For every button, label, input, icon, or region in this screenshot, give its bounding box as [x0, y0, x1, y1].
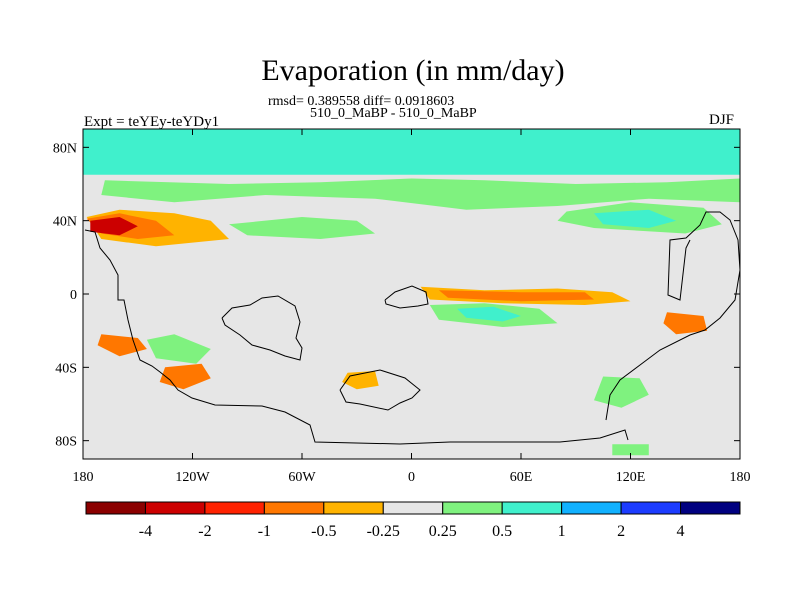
y-tick-label: 80N — [53, 141, 77, 156]
x-tick-label: 180 — [73, 470, 94, 485]
chart-subtitle: 510_0_MaBP - 510_0_MaBP — [310, 106, 477, 121]
x-tick-label: 180 — [730, 470, 751, 485]
chart-title: Evaporation (in mm/day) — [261, 54, 565, 87]
region-equatorial-negative-core — [438, 290, 594, 302]
coastline-east — [605, 211, 740, 421]
colorbar-label: 0.25 — [429, 523, 457, 540]
colorbar-box — [561, 501, 622, 515]
colorbar-label: 4 — [677, 523, 685, 540]
colorbar-box — [144, 501, 206, 515]
coastline-africa — [221, 295, 303, 361]
region-positive-patch-south-pacific — [146, 334, 211, 364]
coastline-australia — [339, 369, 421, 411]
region-positive-core-asia — [594, 209, 677, 228]
y-tick-label: 80S — [55, 435, 77, 450]
colorbar-label: -1 — [258, 523, 271, 540]
region-positive-patch-pacific-n — [229, 217, 375, 239]
colorbar-label: -2 — [198, 523, 211, 540]
x-tick-label: 120E — [616, 470, 646, 485]
region-equatorial-positive-core — [457, 306, 521, 322]
colorbar-label: -0.25 — [367, 523, 400, 540]
colorbar-box — [620, 501, 682, 515]
colorbar-label: -4 — [139, 523, 152, 540]
x-tick-label: 60W — [288, 470, 316, 485]
colorbar-box — [263, 501, 325, 515]
y-tick-label: 40S — [55, 361, 77, 376]
region-polar-band-north — [83, 129, 740, 175]
coastline-americas — [84, 229, 629, 445]
region-positive-patch-east-s — [594, 376, 649, 408]
stats-line: rmsd= 0.389558 diff= 0.0918603 — [268, 94, 455, 109]
colorbar-box — [85, 501, 146, 515]
region-antarctic-margin — [612, 444, 649, 456]
region-strong-negative-core — [90, 217, 138, 236]
region-negative-patch-sw — [97, 334, 147, 357]
y-tick-label: 40N — [53, 215, 77, 230]
coastline-layer — [84, 211, 740, 445]
season-label: DJF — [709, 112, 735, 128]
region-positive-band-40N — [101, 178, 740, 210]
colorbar-box — [680, 501, 741, 515]
colorbar-label: 1 — [558, 523, 566, 540]
x-tick-label: 0 — [408, 470, 415, 485]
region-negative-patch-east — [663, 312, 708, 335]
x-tick-label: 120W — [175, 470, 210, 485]
x-tick-label: 60E — [510, 470, 533, 485]
x-axis: 180 120W 60W 0 60E 120E 180 — [73, 129, 751, 485]
y-axis: 80N 40N 0 40S 80S — [53, 141, 740, 450]
colorbar: -4 -2 -1 -0.5 -0.25 0.25 0.5 1 2 4 — [85, 501, 741, 540]
colorbar-box — [323, 501, 384, 515]
colorbar-box — [501, 501, 563, 515]
colorbar-box — [382, 501, 444, 515]
colorbar-label: 2 — [617, 523, 625, 540]
contour-layer — [83, 129, 740, 456]
colorbar-box — [204, 501, 265, 515]
experiment-label: Expt = teYEy-teYDy1 — [84, 114, 220, 130]
colorbar-box — [442, 501, 503, 515]
y-tick-label: 0 — [70, 288, 77, 303]
coastline-asia — [384, 285, 429, 309]
colorbar-label: 0.5 — [492, 523, 512, 540]
colorbar-label: -0.5 — [311, 523, 336, 540]
